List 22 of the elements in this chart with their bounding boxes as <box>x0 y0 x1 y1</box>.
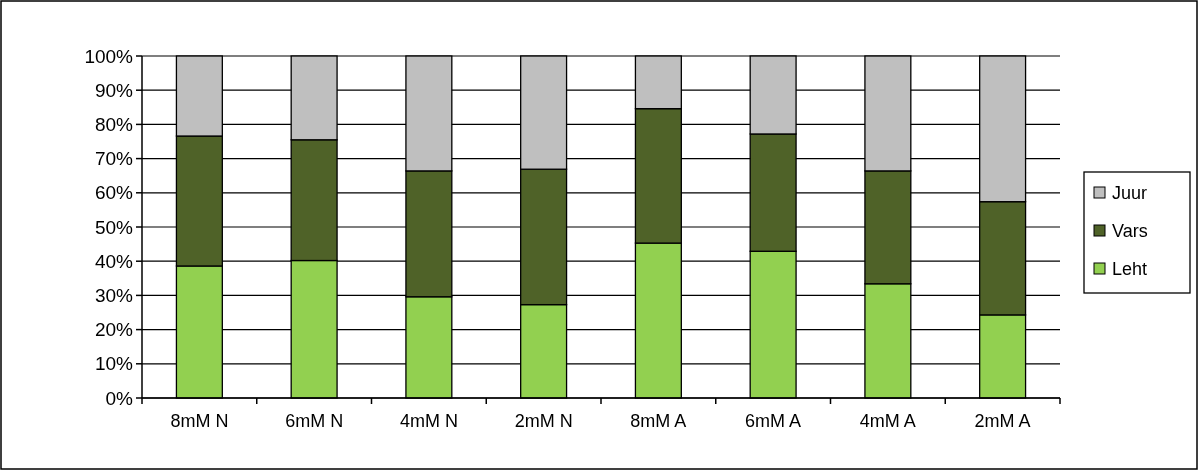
y-tick-label: 100% <box>84 45 134 67</box>
y-tick-label: 40% <box>94 250 134 272</box>
legend-label: Vars <box>1112 221 1148 242</box>
y-tick-label: 80% <box>94 114 134 136</box>
legend-label: Leht <box>1112 259 1148 280</box>
x-tick-label: 6mM N <box>285 411 344 431</box>
x-tick-label: 4mM A <box>859 411 916 431</box>
y-tick-label: 10% <box>94 353 134 375</box>
x-tick-label: 8mM A <box>630 411 687 431</box>
x-tick-label: 6mM A <box>745 411 802 431</box>
y-tick-label: 70% <box>94 148 134 170</box>
x-tick-label: 8mM N <box>170 411 229 431</box>
y-tick-label: 60% <box>94 182 134 204</box>
y-tick-label: 90% <box>94 79 134 101</box>
x-tick-label: 2mM N <box>514 411 573 431</box>
y-tick-label: 20% <box>94 319 134 341</box>
y-tick-label: 30% <box>94 285 134 307</box>
y-tick-label: 50% <box>94 216 134 238</box>
x-tick-label: 2mM A <box>974 411 1031 431</box>
legend-label: Juur <box>1112 183 1148 204</box>
x-tick-label: 4mM N <box>399 411 458 431</box>
y-tick-label: 0% <box>105 387 134 409</box>
